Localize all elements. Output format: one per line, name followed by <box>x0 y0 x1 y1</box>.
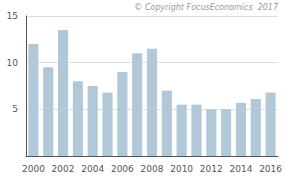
svg-text:2008: 2008 <box>141 164 164 174</box>
svg-text:5: 5 <box>12 104 18 114</box>
svg-text:2012: 2012 <box>200 164 223 174</box>
svg-text:2010: 2010 <box>170 164 193 174</box>
svg-text:2016: 2016 <box>259 164 282 174</box>
svg-text:2006: 2006 <box>111 164 134 174</box>
svg-text:2014: 2014 <box>229 164 252 174</box>
svg-text:10: 10 <box>7 58 19 68</box>
svg-text:2000: 2000 <box>22 164 45 174</box>
svg-text:2002: 2002 <box>52 164 75 174</box>
svg-text:© Copyright FocusEconomics 20: © Copyright FocusEconomics 2017 <box>134 3 279 12</box>
svg-text:15: 15 <box>7 11 18 21</box>
svg-text:2004: 2004 <box>81 164 104 174</box>
